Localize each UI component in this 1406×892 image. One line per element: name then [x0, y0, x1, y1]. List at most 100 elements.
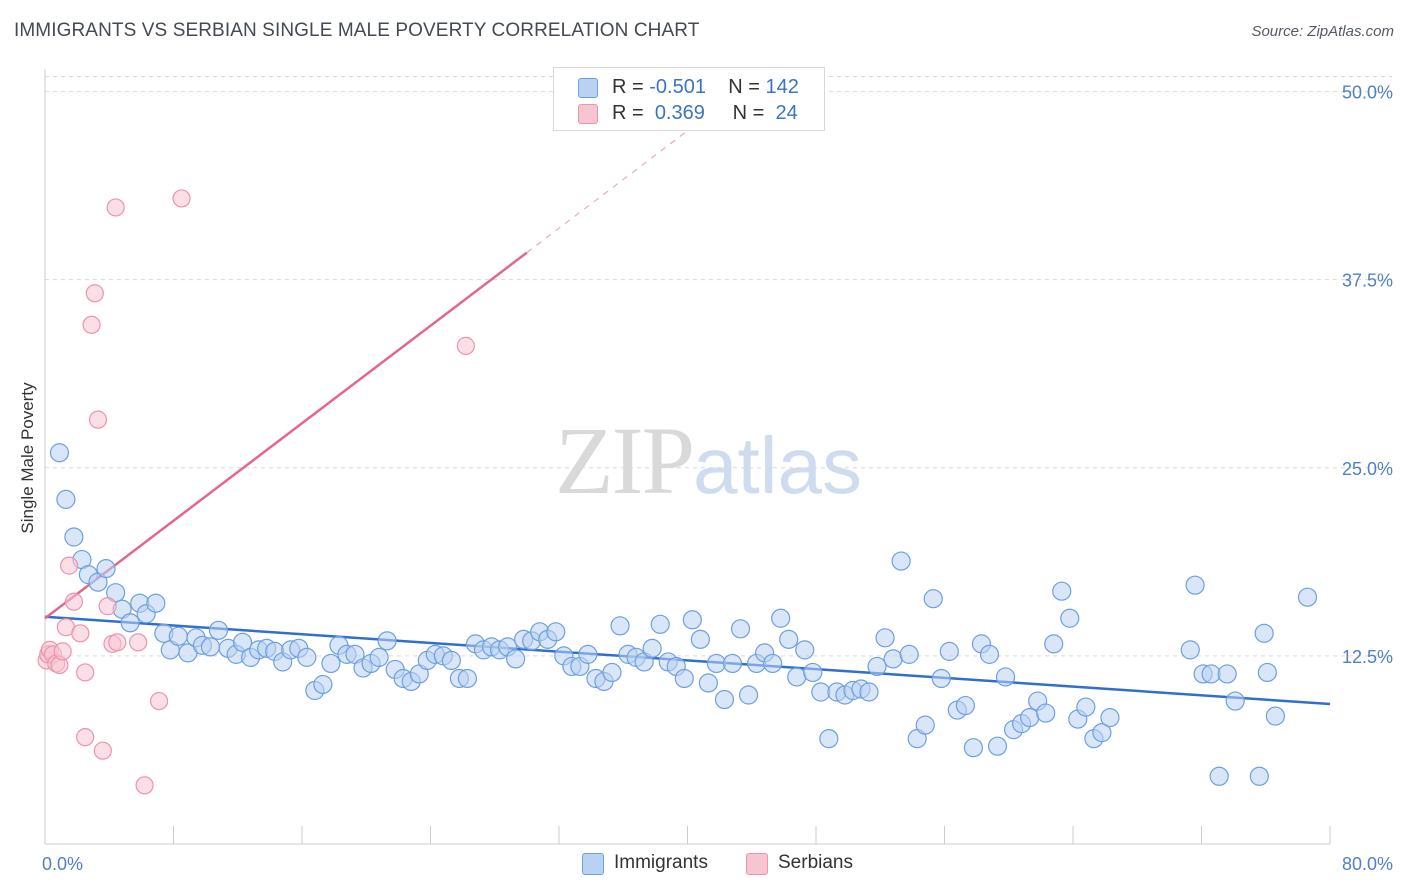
serbians-point	[76, 728, 95, 747]
immigrants-point	[1044, 634, 1064, 654]
immigrants-point	[738, 685, 759, 705]
grid-lines	[45, 76, 1392, 657]
immigrants-point	[1209, 766, 1229, 786]
immigrants-point	[546, 622, 566, 642]
bottom-legend: Immigrants Serbians	[0, 852, 1406, 878]
immigrants-point	[891, 551, 911, 571]
legend-r-value: 0.369	[654, 102, 705, 124]
immigrants-point	[208, 620, 229, 640]
immigrants-point	[899, 644, 919, 664]
immigrants-point	[915, 715, 935, 735]
immigrants-point	[64, 527, 84, 547]
bottom-legend-swatch-serbians	[746, 853, 768, 875]
immigrants-point	[987, 736, 1008, 756]
legend-n-label: N =	[728, 76, 760, 98]
serbians-point	[108, 633, 127, 652]
immigrants-point	[120, 613, 140, 633]
tick-labels: 12.5% 25.0% 37.5% 50.0% 0.0% 80.0%	[42, 83, 1393, 874]
immigrants-point	[457, 668, 478, 689]
immigrants-point	[168, 626, 188, 646]
serbians-point	[85, 284, 104, 303]
watermark-atlas: atlas	[693, 421, 862, 510]
serbians-points	[37, 189, 475, 795]
serbians-point	[106, 198, 125, 217]
x-tick-label: 0.0%	[42, 854, 83, 874]
immigrants-point	[1257, 662, 1277, 683]
immigrants-point	[1020, 707, 1040, 728]
x-tick-label: 80.0%	[1342, 854, 1393, 874]
y-tick-label: 25.0%	[1342, 459, 1393, 479]
immigrants-point	[979, 644, 1000, 664]
immigrants-point	[795, 640, 815, 660]
immigrants-point	[441, 650, 461, 671]
serbians-point	[172, 189, 191, 208]
immigrants-point	[1265, 706, 1285, 726]
immigrants-point	[923, 589, 943, 609]
immigrants-point	[819, 729, 839, 749]
immigrants-point	[803, 662, 823, 683]
serbians-point	[93, 741, 112, 760]
immigrants-point	[690, 629, 710, 649]
chart-title: IMMIGRANTS VS SERBIAN SINGLE MALE POVERT…	[14, 20, 700, 41]
immigrants-point	[730, 619, 751, 639]
immigrants-point	[867, 656, 887, 677]
y-tick-label: 12.5%	[1342, 647, 1393, 667]
immigrants-point	[146, 593, 166, 613]
serbians-point	[98, 597, 117, 616]
immigrants-point	[642, 638, 662, 658]
immigrants-point	[1297, 587, 1318, 607]
immigrants-point	[610, 616, 630, 636]
immigrants-point	[706, 653, 727, 674]
immigrants-point	[995, 667, 1016, 687]
immigrants-point	[1092, 723, 1112, 743]
immigrants-point	[682, 610, 702, 630]
watermark-zip: ZIP	[555, 407, 695, 514]
immigrants-point	[875, 628, 895, 648]
immigrants-point	[377, 631, 397, 651]
immigrants-point	[1185, 575, 1205, 595]
immigrants-point	[1052, 581, 1072, 601]
serbians-point	[71, 624, 90, 643]
serbians-point	[53, 642, 72, 661]
watermark: ZIPatlas	[555, 405, 862, 516]
y-axis-label: Single Male Poverty	[18, 382, 37, 534]
immigrants-point	[674, 668, 694, 689]
immigrants-point	[787, 667, 807, 687]
serbians-point	[129, 633, 148, 652]
legend-n-value: 24	[775, 102, 798, 124]
serbians-point	[149, 691, 169, 711]
serbians-point	[88, 410, 108, 429]
immigrants-point	[1076, 697, 1096, 717]
immigrants-point	[1201, 664, 1221, 684]
legend-n-value: 142	[765, 76, 799, 98]
immigrants-point	[1254, 623, 1274, 643]
immigrants-point	[200, 637, 221, 657]
y-tick-label: 50.0%	[1342, 83, 1393, 103]
immigrants-point	[506, 649, 526, 669]
immigrants-point	[963, 738, 984, 758]
legend-r-value: -0.501	[649, 76, 706, 98]
axes	[44, 69, 1331, 845]
immigrants-point	[96, 559, 116, 579]
legend: R = -0.501 N = 142 R = 0.369 N = 24	[553, 67, 825, 131]
serbians-point	[135, 776, 154, 795]
immigrants-point	[602, 662, 622, 683]
immigrants-point	[1060, 608, 1080, 628]
immigrants-point	[698, 673, 718, 693]
immigrants-point	[1100, 707, 1120, 728]
immigrants-point	[722, 653, 743, 674]
trend-lines	[44, 130, 1331, 706]
immigrants-point	[1249, 766, 1269, 786]
immigrants-point	[1180, 640, 1200, 660]
immigrants-point	[763, 653, 783, 674]
legend-n-label: N =	[732, 102, 765, 124]
immigrants-point	[321, 653, 341, 674]
immigrants-point	[931, 668, 951, 689]
immigrants-point	[297, 647, 317, 667]
legend-text-serbians: R = 0.369 N = 24	[612, 102, 798, 125]
immigrants-point	[771, 608, 791, 628]
immigrants-trend-line	[44, 615, 1331, 706]
immigrants-point	[1036, 703, 1056, 723]
immigrants-point	[859, 682, 879, 702]
